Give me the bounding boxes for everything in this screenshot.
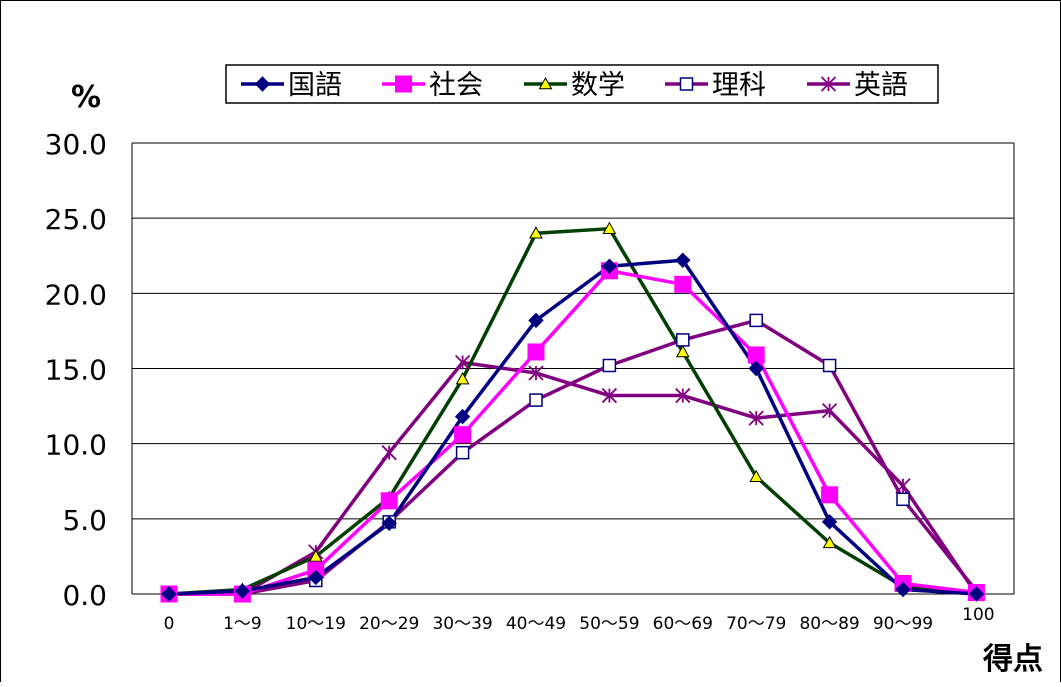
y-tick-label: 25.0 <box>45 203 107 236</box>
marker-square <box>454 426 472 444</box>
series-layer <box>168 226 978 596</box>
y-tick-label: 15.0 <box>45 354 107 387</box>
legend-label: 数学 <box>571 70 625 101</box>
marker-triangle <box>749 469 764 483</box>
x-tick-label: 70～79 <box>726 614 786 634</box>
marker-diamond <box>308 569 324 586</box>
y-tick-label: 30.0 <box>45 128 107 161</box>
x-axis-label: 得点 <box>982 642 1043 677</box>
marker-layer <box>160 221 985 603</box>
x-tick-label: 50～59 <box>579 614 639 634</box>
marker-open-square <box>676 333 690 347</box>
x-tick-label: 30～39 <box>432 614 492 634</box>
series-line-3 <box>169 318 978 596</box>
series-line-1 <box>169 269 977 596</box>
marker-diamond <box>968 586 985 602</box>
marker-square <box>395 75 412 93</box>
x-tick-label: 90～99 <box>873 614 933 634</box>
marker-open-square <box>822 358 837 373</box>
marker-diamond <box>528 312 544 329</box>
marker-triangle <box>529 226 543 239</box>
x-tick-label: 100 <box>962 605 994 625</box>
legend-label: 社会 <box>429 70 483 101</box>
y-tick-label: 10.0 <box>45 429 107 462</box>
marker-asterisk <box>820 76 837 92</box>
x-tick-label: 40～49 <box>506 614 566 634</box>
marker-triangle <box>675 344 690 358</box>
marker-asterisk <box>528 365 544 381</box>
marker-open-square <box>679 77 694 91</box>
marker-triangle <box>308 549 323 562</box>
series-line-0 <box>168 258 977 596</box>
legend-item: 理科 <box>665 70 766 101</box>
x-tick-label: 60～69 <box>653 614 713 634</box>
marker-open-square <box>749 313 763 328</box>
x-tick-label: 1～9 <box>223 614 262 634</box>
y-tick-label: 5.0 <box>62 504 107 537</box>
axis-layer: 0.0 5.0 10.0 15.0 20.0 25.0 30.0 0 1～9 10～19 20～29… <box>45 128 1015 634</box>
x-tick-label: 0 <box>164 614 175 634</box>
marker-triangle <box>538 76 553 90</box>
y-axis-label: % <box>71 80 101 115</box>
marker-triangle <box>455 371 470 385</box>
marker-diamond <box>675 252 691 268</box>
marker-open-square <box>602 358 617 373</box>
legend-label: 理科 <box>712 70 766 101</box>
marker-diamond <box>234 583 251 599</box>
marker-asterisk <box>601 387 618 404</box>
marker-asterisk <box>748 410 764 426</box>
marker-triangle <box>822 535 837 549</box>
series-line-2 <box>168 226 977 596</box>
y-tick-label: 20.0 <box>45 278 107 311</box>
marker-diamond <box>161 586 177 602</box>
legend-item: 英語 <box>807 70 908 101</box>
marker-asterisk <box>821 402 838 419</box>
legend-item: 社会 <box>382 70 483 101</box>
legend-label: 国語 <box>288 70 342 101</box>
marker-triangle <box>602 221 617 234</box>
legend-label: 英語 <box>854 70 908 101</box>
marker-open-square <box>455 445 470 460</box>
marker-asterisk <box>895 478 911 494</box>
marker-square <box>674 275 692 293</box>
marker-diamond <box>895 581 911 598</box>
marker-square <box>747 346 765 364</box>
x-tick-label: 10～19 <box>286 614 346 634</box>
x-tick-label: 20～29 <box>359 614 419 634</box>
marker-diamond <box>454 408 471 425</box>
marker-diamond <box>821 514 838 530</box>
marker-square <box>527 343 545 361</box>
marker-square <box>821 486 839 504</box>
marker-open-square <box>896 492 910 507</box>
x-tick-label: 80～89 <box>799 614 859 634</box>
legend-item: 国語 <box>241 70 342 101</box>
grid-layer <box>132 142 1014 595</box>
marker-diamond <box>254 76 271 92</box>
marker-diamond <box>601 258 618 274</box>
legend-item: 数学 <box>524 70 625 101</box>
marker-asterisk <box>454 354 471 371</box>
legend: 国語 社会 数学 理科 英語 <box>225 64 939 104</box>
marker-open-square <box>529 393 543 407</box>
marker-diamond <box>381 515 397 532</box>
marker-square <box>380 492 398 510</box>
marker-asterisk <box>381 445 397 461</box>
marker-diamond <box>748 360 764 377</box>
marker-asterisk <box>675 387 691 404</box>
y-tick-label: 0.0 <box>62 579 107 612</box>
